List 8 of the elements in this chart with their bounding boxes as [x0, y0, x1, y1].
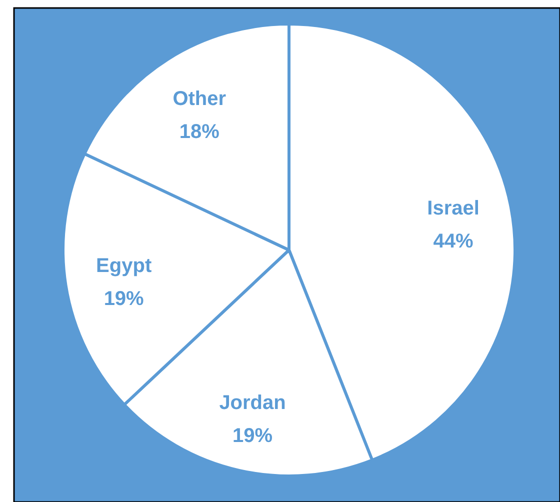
slice-label: Other	[172, 88, 226, 110]
data-label: 19%	[104, 288, 144, 310]
slice-label: Jordan	[219, 392, 286, 414]
slice-label: Israel	[427, 198, 480, 220]
data-label: 18%	[179, 120, 220, 143]
slice-label: Egypt	[96, 255, 152, 278]
data-label: 44%	[433, 230, 474, 253]
data-label: 19%	[232, 425, 273, 448]
